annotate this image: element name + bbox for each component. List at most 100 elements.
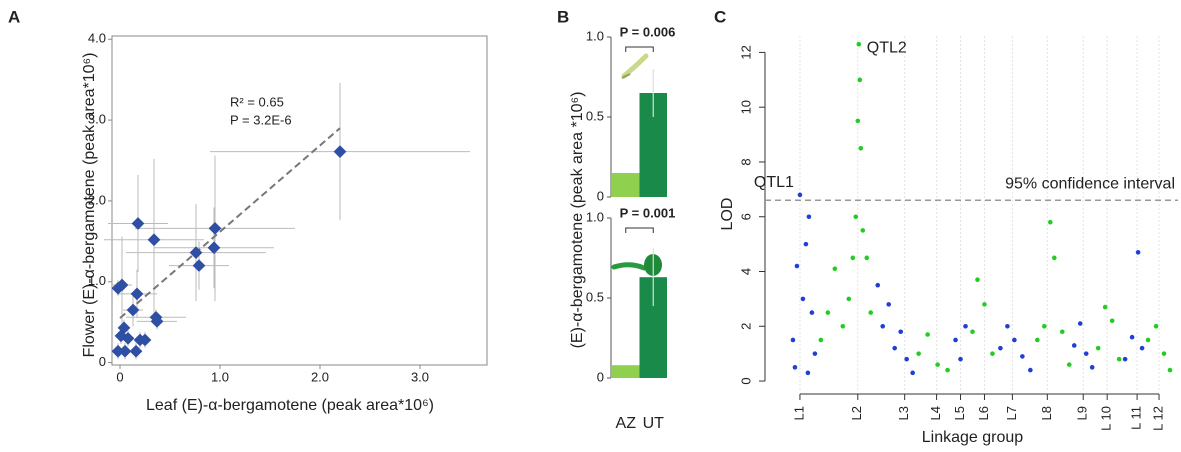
point: [858, 145, 864, 151]
stat-annotation: P = 3.2E-6: [230, 112, 292, 127]
p-value: P = 0.006: [620, 24, 676, 39]
point: [958, 356, 963, 362]
point: [1042, 323, 1047, 329]
x-tick-label: L 12: [1150, 406, 1165, 431]
x-tick-label: L 10: [1099, 406, 1114, 431]
x-tick-label: L 11: [1129, 406, 1144, 430]
point: [1167, 367, 1173, 373]
y-tick-label: 0: [738, 377, 753, 384]
y-tick-label: 1.0: [586, 209, 604, 224]
y-tick-label: 0.5: [586, 289, 604, 304]
x-tick-label: L8: [1039, 406, 1054, 420]
point: [904, 356, 909, 362]
point: [818, 337, 824, 343]
point: [131, 217, 145, 230]
point: [853, 214, 859, 220]
x-tick-label: UT: [643, 415, 665, 432]
point: [832, 266, 838, 272]
point: [1005, 323, 1010, 329]
qtl-label: QTL1: [754, 174, 794, 191]
x-tick-label: AZ: [616, 415, 637, 432]
point: [207, 241, 221, 255]
point: [192, 259, 206, 272]
x-tick-label: 2.0: [311, 369, 329, 384]
point: [1095, 345, 1101, 351]
point: [1129, 334, 1135, 340]
x-tick-label: L5: [952, 406, 967, 420]
point: [982, 302, 987, 307]
point: [1051, 255, 1057, 261]
point: [1089, 365, 1095, 370]
point: [998, 345, 1003, 351]
point: [800, 296, 806, 302]
point: [916, 351, 921, 356]
y-tick-label: 10: [738, 100, 753, 114]
y-tick-label: 1.0: [586, 28, 604, 43]
point: [1145, 337, 1151, 343]
point: [880, 323, 886, 329]
point: [970, 329, 975, 335]
point: [1135, 250, 1141, 255]
y-tick-label: 0: [597, 369, 604, 384]
point: [1020, 354, 1025, 359]
point: [1077, 321, 1083, 326]
point: [1153, 323, 1159, 329]
point: [1012, 337, 1017, 343]
y-tick-label: 4.0: [88, 31, 106, 46]
point: [990, 351, 995, 356]
point: [860, 228, 866, 233]
point: [121, 331, 135, 345]
y-axis-label: (E)-α-bergamotene (peak area *10⁶): [569, 92, 586, 349]
point: [147, 233, 161, 247]
p-value: P = 0.001: [620, 205, 676, 220]
point: [809, 310, 815, 315]
qtl-label: QTL2: [867, 39, 907, 56]
point: [855, 118, 861, 124]
point: [975, 277, 980, 283]
caterpillar-icon: [621, 53, 649, 79]
point: [868, 310, 874, 315]
panel-label: A: [8, 7, 20, 26]
y-tick-label: 12: [738, 45, 753, 59]
y-tick-label: 3.0: [88, 112, 106, 127]
point: [886, 302, 892, 307]
point: [1116, 356, 1122, 362]
point: [840, 323, 846, 329]
point: [794, 263, 800, 269]
x-tick-label: 3.0: [411, 369, 429, 384]
point: [806, 214, 812, 220]
point: [1083, 351, 1089, 356]
point: [118, 344, 132, 358]
point: [805, 370, 811, 376]
point: [792, 365, 798, 370]
point: [857, 77, 863, 83]
trendline: [119, 127, 341, 319]
y-tick-label: 6: [738, 213, 753, 220]
point: [892, 345, 897, 351]
point: [111, 344, 125, 358]
point: [189, 246, 203, 260]
significance-bracket: [625, 46, 654, 52]
point: [129, 344, 143, 358]
point: [910, 370, 915, 376]
x-axis-label: Leaf (E)-α-bergamotene (peak area*10⁶): [146, 397, 434, 414]
point: [825, 310, 831, 315]
panel-label: B: [557, 7, 569, 26]
point: [856, 41, 862, 47]
significance-bracket: [625, 227, 654, 233]
point: [790, 337, 796, 343]
bar: [612, 365, 640, 378]
y-tick-label: 0.5: [586, 108, 604, 123]
point: [1071, 343, 1077, 348]
point: [1161, 351, 1167, 356]
x-tick-label: L4: [928, 406, 943, 420]
panel-label: C: [714, 7, 726, 26]
point: [846, 296, 852, 302]
y-tick-label: 4: [738, 268, 753, 275]
x-tick-label: L7: [1004, 406, 1019, 420]
plot-frame: [111, 35, 488, 366]
point: [898, 329, 903, 335]
point: [850, 255, 856, 261]
point: [803, 241, 809, 247]
